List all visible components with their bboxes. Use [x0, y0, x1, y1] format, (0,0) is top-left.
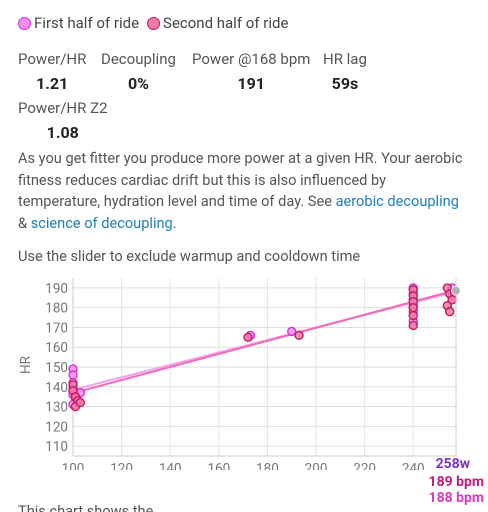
stat-power-at-hr: Power @168 bpm 191	[192, 50, 310, 93]
data-point	[408, 320, 418, 331]
y-tick-label: 140	[45, 380, 68, 396]
cursor-hr-second-readout: 188 bpm	[428, 490, 484, 506]
first-half-swatch-icon	[18, 16, 31, 30]
stat-hr-lag: HR lag 59s	[323, 50, 367, 93]
legend-item-first-half[interactable]: First half of ride	[18, 14, 139, 32]
legend-item-second-half[interactable]: Second half of ride	[147, 14, 288, 32]
stat-value: 1.08	[46, 123, 79, 142]
stat-label: Power/HR	[18, 50, 87, 68]
legend-label-first-half: First half of ride	[34, 14, 140, 32]
stat-value: 1.21	[36, 74, 69, 93]
stat-label: Decoupling	[101, 50, 176, 68]
x-tick-label: 200	[305, 461, 328, 470]
stat-value: 0%	[127, 74, 149, 93]
stat-power-hr: Power/HR 1.21	[18, 50, 86, 93]
description-text: As you get fitter you produce more power…	[18, 148, 470, 234]
description-body: As you get fitter you produce more power…	[18, 149, 463, 210]
x-tick-label: 100	[62, 461, 85, 470]
stat-label: Power/HR Z2	[18, 99, 108, 117]
slider-hint: Use the slider to exclude warmup and coo…	[18, 247, 361, 265]
data-point	[294, 330, 304, 341]
data-point	[408, 310, 418, 321]
x-tick-label: 220	[353, 461, 376, 470]
x-tick-label: 160	[207, 461, 230, 470]
description-between: &	[18, 213, 31, 232]
y-tick-label: 190	[45, 281, 68, 297]
y-tick-label: 150	[45, 360, 68, 376]
stat-label: Power @168 bpm	[192, 50, 311, 68]
y-tick-label: 110	[45, 439, 68, 455]
data-point	[408, 302, 418, 313]
cursor-power-readout: 258w	[435, 456, 470, 472]
stat-value: 59s	[331, 74, 359, 93]
x-tick-label: 140	[159, 461, 182, 470]
legend-label-second-half: Second half of ride	[163, 14, 289, 32]
data-point	[287, 326, 297, 337]
stat-decoupling: Decoupling 0%	[101, 50, 176, 93]
stat-value: 191	[237, 74, 265, 93]
cursor-hr-first-readout: 189 bpm	[428, 474, 484, 490]
data-point	[445, 306, 455, 317]
y-axis-label: HR	[18, 355, 34, 374]
data-point	[243, 332, 253, 343]
stat-power-hr-z2: Power/HR Z2 1.08	[18, 99, 108, 142]
x-tick-label: 120	[110, 461, 133, 470]
data-point	[75, 397, 85, 408]
second-half-swatch-icon	[147, 16, 161, 30]
description-end: .	[172, 213, 177, 232]
y-tick-label: 160	[45, 340, 68, 356]
science-of-decoupling-link[interactable]: science of decoupling	[30, 213, 173, 232]
x-tick-label: 240	[402, 461, 425, 470]
y-tick-label: 180	[45, 301, 68, 317]
x-tick-label: 180	[256, 461, 279, 470]
chart-legend: First half of ride Second half of ride	[18, 14, 296, 32]
trendline	[72, 288, 458, 395]
cursor-marker	[451, 285, 461, 296]
data-point	[68, 370, 78, 380]
chart-caption: This chart shows the ...	[18, 502, 169, 512]
stat-label: HR lag	[323, 50, 367, 68]
y-tick-label: 170	[45, 320, 68, 336]
aerobic-decoupling-link[interactable]: aerobic decoupling	[335, 192, 459, 210]
hr-power-scatter-chart[interactable]: 110 120 130 140 150 160 170 180 190 100 120 140 160 1…	[0, 270, 488, 470]
y-tick-label: 130	[45, 400, 68, 416]
y-tick-label: 120	[45, 419, 68, 435]
